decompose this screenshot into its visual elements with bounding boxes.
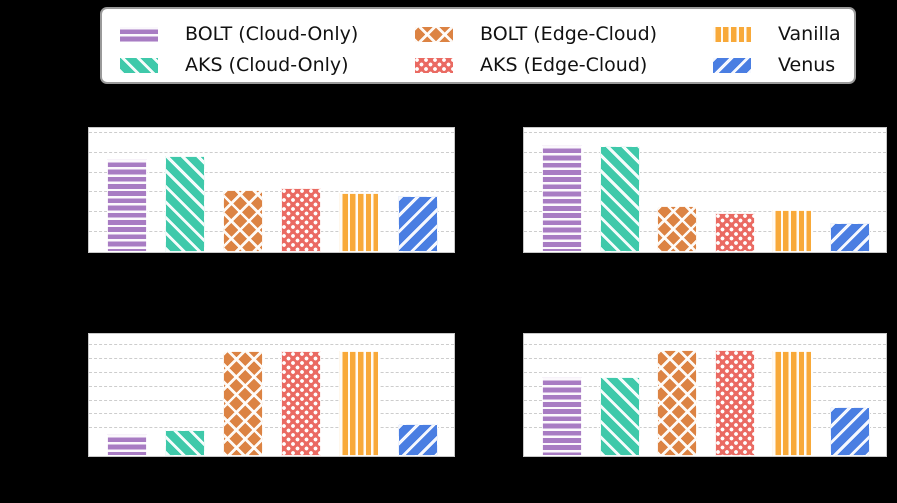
legend: BOLT (Cloud-Only) AKS (Cloud-Only) BOLT (E… <box>100 7 856 84</box>
gridline <box>89 413 454 415</box>
bar-vanilla <box>339 193 380 252</box>
bar-venus <box>397 424 438 456</box>
legend-label: Venus <box>778 54 836 76</box>
gridline <box>89 211 454 213</box>
chart-panel-bottom-right <box>523 333 887 457</box>
bar-bolt-edge-cloud <box>223 350 264 456</box>
bar-aks-edge-cloud <box>714 349 755 456</box>
gridline <box>524 344 886 346</box>
legend-label: AKS (Edge-Cloud) <box>480 54 648 76</box>
gridline <box>89 191 454 193</box>
bar-bolt-cloud-only <box>542 376 582 456</box>
chart-panel-bottom-left <box>88 333 455 457</box>
venus-swatch-icon <box>713 57 751 73</box>
gridline <box>89 371 454 373</box>
legend-entry-aks-cloud-only: AKS (Cloud-Only) <box>120 53 349 77</box>
gridline <box>89 131 454 133</box>
vanilla-swatch-icon <box>713 26 751 42</box>
aks-cloud-only-swatch-icon <box>120 57 158 73</box>
legend-entry-bolt-cloud-only: BOLT (Cloud-Only) <box>120 22 358 46</box>
gridline <box>89 231 454 233</box>
bar-bolt-edge-cloud <box>223 189 264 252</box>
gridline <box>524 231 886 233</box>
bolt-cloud-only-swatch-icon <box>120 26 158 42</box>
gridline <box>89 427 454 429</box>
legend-entry-venus: Venus <box>713 53 835 77</box>
legend-label: BOLT (Cloud-Only) <box>185 23 359 45</box>
gridline <box>524 151 886 153</box>
chart-panel-top-right <box>523 127 887 253</box>
bar-bolt-edge-cloud <box>657 349 698 456</box>
gridline <box>89 171 454 173</box>
gridline <box>89 344 454 346</box>
bar-venus <box>829 223 870 252</box>
gridline <box>524 371 886 373</box>
chart-panel-top-left <box>88 127 455 253</box>
gridline <box>524 191 886 193</box>
bar-bolt-cloud-only <box>542 144 582 252</box>
bar-bolt-cloud-only <box>107 158 148 252</box>
aks-edge-cloud-swatch-icon <box>415 57 453 73</box>
gridline <box>524 399 886 401</box>
gridline <box>89 385 454 387</box>
gridline <box>524 211 886 213</box>
bar-bolt-edge-cloud <box>657 206 698 252</box>
legend-label: BOLT (Edge-Cloud) <box>480 23 658 45</box>
bar-aks-edge-cloud <box>714 213 755 252</box>
bar-vanilla <box>772 210 813 252</box>
bar-aks-cloud-only <box>599 376 640 456</box>
gridline <box>524 385 886 387</box>
bar-aks-edge-cloud <box>281 350 322 456</box>
bar-aks-cloud-only <box>599 145 640 252</box>
gridline <box>524 357 886 359</box>
gridline <box>524 131 886 133</box>
bar-aks-cloud-only <box>165 429 206 456</box>
bar-aks-edge-cloud <box>281 187 322 252</box>
bar-venus <box>829 407 870 456</box>
legend-entry-vanilla: Vanilla <box>713 22 841 46</box>
legend-label: Vanilla <box>778 23 841 45</box>
gridline <box>89 399 454 401</box>
bar-venus <box>397 196 438 252</box>
gridline <box>524 171 886 173</box>
legend-entry-bolt-edge-cloud: BOLT (Edge-Cloud) <box>415 22 657 46</box>
gridline <box>89 151 454 153</box>
legend-label: AKS (Cloud-Only) <box>185 54 349 76</box>
gridline <box>524 413 886 415</box>
bar-bolt-cloud-only <box>107 433 148 456</box>
gridline <box>89 357 454 359</box>
bar-vanilla <box>339 350 380 456</box>
bar-aks-cloud-only <box>165 155 206 252</box>
bar-vanilla <box>772 350 813 456</box>
gridline <box>524 427 886 429</box>
bolt-edge-cloud-swatch-icon <box>415 26 453 42</box>
legend-entry-aks-edge-cloud: AKS (Edge-Cloud) <box>415 53 647 77</box>
